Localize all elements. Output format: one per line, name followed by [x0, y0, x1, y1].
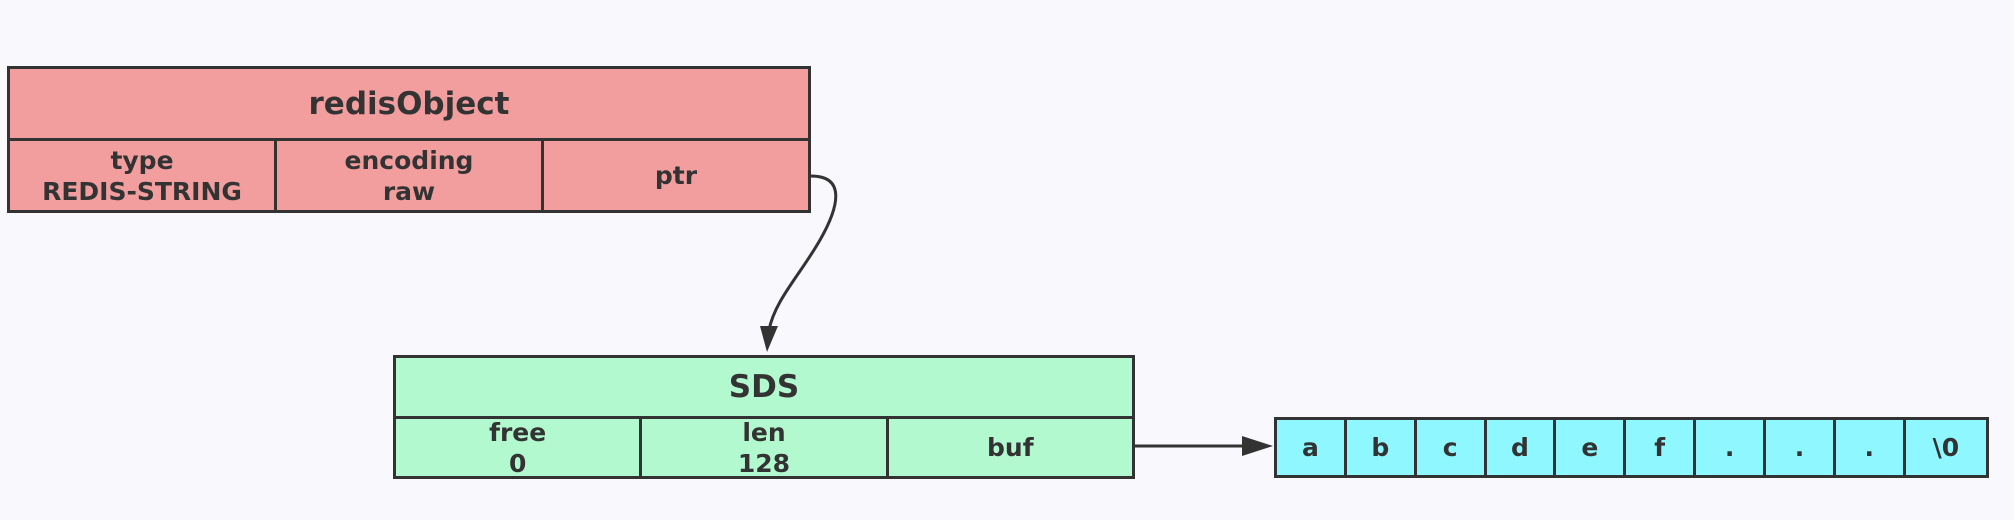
field-type-name: type: [110, 145, 174, 175]
field-encoding-value: raw: [382, 176, 436, 206]
field-free-value: 0: [508, 448, 527, 478]
buf-cell: c: [1417, 420, 1487, 475]
sds-title: SDS: [396, 358, 1132, 419]
field-free-name: free: [489, 417, 547, 447]
field-len-value: 128: [737, 448, 791, 478]
field-len: len 128: [642, 417, 889, 478]
buf-cell: b: [1347, 420, 1417, 475]
field-ptr: ptr: [544, 141, 808, 210]
field-type-value: REDIS-STRING: [42, 176, 242, 206]
redis-object-fields: type REDIS-STRING encoding raw ptr: [10, 141, 808, 210]
buf-cell: .: [1696, 420, 1767, 475]
redis-object-title: redisObject: [10, 69, 808, 141]
buf-cell: .: [1836, 420, 1906, 475]
buf-to-array-arrowhead: [1242, 436, 1273, 456]
field-buf-name: buf: [987, 433, 1034, 462]
sds-fields: free 0 len 128 buf: [396, 417, 1132, 478]
buf-cell: \0: [1932, 433, 1960, 462]
buf-cell: .: [1766, 420, 1836, 475]
buf-cell: e: [1556, 420, 1627, 475]
field-free: free 0: [396, 417, 643, 478]
buf-array: a b c d e f . . . \0: [1274, 417, 1989, 478]
redis-object-box: redisObject type REDIS-STRING encoding r…: [7, 66, 811, 213]
buf-cell: a: [1277, 420, 1347, 475]
field-len-name: len: [742, 417, 786, 447]
sds-box: SDS free 0 len 128 buf: [393, 355, 1135, 479]
field-type: type REDIS-STRING: [10, 141, 277, 210]
ptr-to-sds-arrowhead: [760, 326, 778, 352]
field-encoding-name: encoding: [344, 145, 474, 175]
buf-cell: f: [1626, 420, 1697, 475]
field-buf: buf: [889, 419, 1132, 476]
buf-cell: d: [1487, 420, 1557, 475]
field-encoding: encoding raw: [277, 141, 544, 210]
field-ptr-name: ptr: [654, 161, 698, 190]
